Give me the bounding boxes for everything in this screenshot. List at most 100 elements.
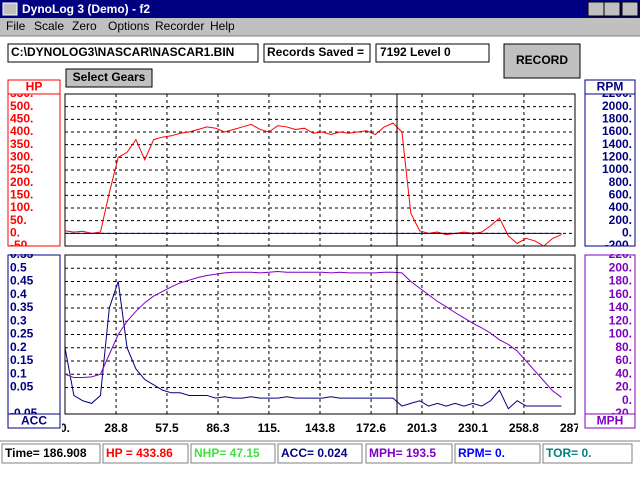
axis-title: MPH (597, 414, 624, 428)
app-icon[interactable] (2, 2, 18, 16)
y-tick-label: 300. (10, 150, 33, 164)
maximize-button[interactable] (603, 1, 621, 17)
status-text: TOR= 0. (546, 446, 591, 460)
y2-tick-label: 200. (609, 260, 632, 274)
status-text: NHP= 47.15 (194, 446, 260, 460)
file-path: C:\DYNOLOG3\NASCAR\NASCAR1.BIN (11, 45, 234, 59)
status-text: Time= 186.908 (5, 446, 87, 460)
x-tick-label: 258.8 (509, 421, 539, 435)
x-tick-label: 57.5 (155, 421, 179, 435)
select-gears-button[interactable] (65, 68, 153, 88)
y-tick-label: 0.25 (10, 327, 34, 341)
y-tick-label: 500. (10, 99, 33, 113)
axis-title-box (7, 79, 61, 95)
left-axis-labels: 0.550.50.450.40.350.30.250.20.150.10.05 -… (10, 247, 38, 420)
select-gears-label: Select Gears (73, 70, 146, 84)
y-tick-label: 0.05 (10, 380, 34, 394)
axis-title: HP (26, 80, 43, 94)
plot (65, 255, 575, 414)
record-button[interactable] (503, 43, 581, 79)
y-tick-label: 150. (10, 188, 33, 202)
y-tick-label: 0.55 (10, 247, 34, 261)
y2-tick-label: 100. (609, 327, 632, 341)
data-line (65, 122, 562, 246)
y2-tick-label: 40. (615, 366, 632, 380)
y-tick-label: 0.15 (10, 353, 34, 367)
charts: 550.500.450.400.350.300.250.200.150.100.… (7, 79, 636, 435)
status-field (1, 443, 101, 464)
y-tick-label: 350. (10, 137, 33, 151)
x-tick-label: 86.3 (206, 421, 230, 435)
y2-tick-label: 80. (615, 340, 632, 354)
y-tick-label: -0.05 (10, 406, 38, 420)
x-axis-labels: 0. 28.8 57.5 86.3 115. 143.8 172.6 201.3 230.1 25… (60, 421, 578, 435)
y-tick-label: 0.4 (10, 287, 27, 301)
y2-tick-label: 1600. (602, 124, 632, 138)
axis-title: ACC (21, 414, 47, 428)
menu-item[interactable]: Scale (34, 19, 64, 33)
records-label: Records Saved = (267, 45, 364, 59)
axis-title: RPM (597, 80, 624, 94)
y2-tick-label: 1200. (602, 150, 632, 164)
y2-tick-label: 120. (609, 313, 632, 327)
y2-tick-label: 60. (615, 353, 632, 367)
y2-tick-label: -200. (605, 238, 632, 252)
x-tick-label: 230.1 (458, 421, 488, 435)
y-tick-label: 0.5 (10, 260, 27, 274)
x-tick-label: 28.8 (104, 421, 128, 435)
x-tick-label: 0. (60, 421, 70, 435)
y2-tick-label: 140. (609, 300, 632, 314)
y-tick-label: 450. (10, 112, 33, 126)
y2-tick-label: 1400. (602, 137, 632, 151)
menu-bar (0, 18, 640, 36)
x-tick-label: 172.6 (356, 421, 386, 435)
y2-tick-label: 20. (615, 380, 632, 394)
records-value-box (375, 43, 490, 63)
axis-panel (584, 79, 636, 247)
x-tick-label: 201.3 (407, 421, 437, 435)
menu-item[interactable]: Zero (72, 19, 97, 33)
title-bar (0, 0, 640, 18)
x-tick-label: 115. (258, 421, 281, 435)
y2-tick-label: 800. (609, 175, 632, 189)
y-tick-label: 0.45 (10, 274, 34, 288)
y2-tick-label: 1800. (602, 112, 632, 126)
status-field (365, 443, 453, 464)
data-line (65, 281, 562, 410)
y2-tick-label: 400. (609, 200, 632, 214)
y-tick-label: 0.2 (10, 340, 27, 354)
y-tick-label: 0.35 (10, 300, 34, 314)
y2-tick-label: 200. (609, 213, 632, 227)
y2-tick-label: 2200. (602, 86, 632, 100)
close-button[interactable] (621, 1, 639, 17)
status-field (277, 443, 363, 464)
menu-item[interactable]: File (6, 19, 26, 33)
y2-tick-label: 2000. (602, 99, 632, 113)
status-text: RPM= 0. (458, 446, 505, 460)
y-tick-label: 550. (10, 86, 33, 100)
minimize-button[interactable] (587, 1, 605, 17)
axis-panel (584, 254, 636, 429)
status-text: HP = 433.86 (106, 446, 173, 460)
y-tick-label: -50. (10, 238, 31, 252)
menu: File Scale Zero Options Recorder Help (6, 19, 235, 33)
menu-item[interactable]: Help (210, 19, 235, 33)
y-tick-label: 0.1 (10, 366, 27, 380)
y-tick-label: 0. (10, 226, 20, 240)
status-field (102, 443, 189, 464)
axis-panel (7, 254, 61, 429)
x-tick-label: 143.8 (305, 421, 335, 435)
y-tick-label: 100. (10, 200, 33, 214)
menu-item[interactable]: Recorder (155, 19, 204, 33)
axis-panel (7, 79, 61, 247)
menu-item[interactable]: Options (108, 19, 149, 33)
y-tick-label: 250. (10, 162, 33, 176)
y2-tick-label: -20. (611, 406, 632, 420)
right-axis-labels: 2200.2000.1800.1600.1400.1200.1000.800.6… (602, 86, 632, 252)
y-tick-label: 50. (10, 213, 27, 227)
y2-tick-label: 0. (622, 226, 632, 240)
y2-tick-label: 600. (609, 188, 632, 202)
axis-title-box (584, 79, 636, 95)
plot (65, 94, 575, 246)
